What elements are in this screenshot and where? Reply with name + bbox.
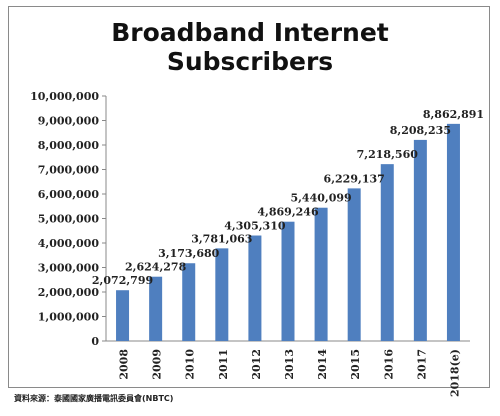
x-tick-label: 2018(e) bbox=[448, 349, 461, 397]
y-tick-label: 8,000,000 bbox=[38, 139, 100, 152]
x-tick-label: 2015 bbox=[349, 349, 362, 380]
data-label: 2,072,799 bbox=[92, 274, 153, 287]
x-tick-label: 2014 bbox=[316, 349, 329, 380]
source-note: 資料來源：泰國國家廣播電訊委員會(NBTC) bbox=[14, 394, 174, 403]
y-tick-label: 5,000,000 bbox=[38, 213, 100, 226]
chart-title: Broadband Internet Subscribers bbox=[0, 18, 500, 76]
x-tick-label: 2012 bbox=[250, 349, 263, 380]
y-tick-label: 2,000,000 bbox=[38, 286, 100, 299]
y-tick-label: 7,000,000 bbox=[38, 164, 100, 177]
bar bbox=[380, 164, 394, 341]
bar bbox=[314, 207, 328, 341]
bar bbox=[182, 263, 196, 341]
data-label: 4,305,310 bbox=[224, 220, 286, 233]
y-tick-label: 0 bbox=[91, 335, 99, 348]
bar bbox=[413, 139, 427, 341]
x-tick-label: 2011 bbox=[217, 349, 230, 380]
y-tick-label: 10,000,000 bbox=[30, 90, 99, 103]
x-tick-label: 2009 bbox=[151, 349, 164, 380]
data-label: 8,862,891 bbox=[423, 108, 484, 121]
y-tick-label: 1,000,000 bbox=[38, 311, 100, 324]
bar bbox=[347, 188, 361, 341]
data-label: 5,440,099 bbox=[290, 192, 351, 205]
y-tick-label: 6,000,000 bbox=[38, 188, 100, 201]
data-label: 3,173,680 bbox=[158, 247, 220, 260]
y-tick-label: 9,000,000 bbox=[38, 115, 100, 128]
chart-bars bbox=[116, 123, 460, 342]
data-label: 4,869,246 bbox=[257, 206, 319, 219]
bar bbox=[446, 123, 460, 342]
data-label: 2,624,278 bbox=[125, 261, 187, 274]
x-tick-label: 2013 bbox=[283, 349, 296, 380]
data-label: 6,229,137 bbox=[324, 172, 385, 185]
y-tick-label: 3,000,000 bbox=[38, 262, 100, 275]
x-tick-label: 2010 bbox=[184, 349, 197, 380]
x-tick-label: 2017 bbox=[415, 349, 428, 380]
data-label: 7,218,560 bbox=[357, 148, 419, 161]
chart-tick-labels: 0 1,000,000 2,000,000 3,000,000 4,000,000 5,0… bbox=[30, 90, 461, 397]
data-label: 8,208,235 bbox=[390, 124, 451, 137]
chart-title-line-1: Broadband Internet bbox=[111, 18, 389, 47]
y-tick-label: 4,000,000 bbox=[38, 237, 100, 250]
data-label: 3,781,063 bbox=[191, 232, 252, 245]
chart-title-line-2: Subscribers bbox=[166, 47, 334, 76]
bar bbox=[149, 276, 163, 341]
x-tick-label: 2008 bbox=[118, 349, 131, 380]
x-tick-label: 2016 bbox=[382, 349, 395, 380]
bar bbox=[281, 221, 295, 341]
bar bbox=[215, 248, 229, 341]
bar bbox=[116, 290, 130, 341]
bar bbox=[248, 235, 262, 341]
